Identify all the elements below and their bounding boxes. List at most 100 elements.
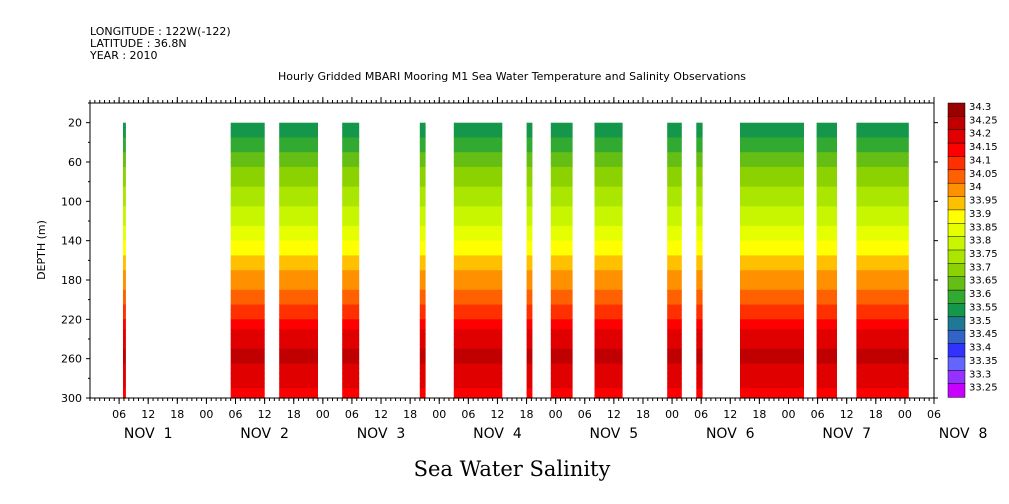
salinity-cell: [667, 235, 682, 242]
salinity-cell: [453, 260, 503, 266]
salinity-cell: [453, 324, 503, 330]
salinity-cell: [856, 191, 909, 197]
salinity-cell: [816, 358, 837, 365]
salinity-cell: [856, 343, 909, 350]
salinity-cell: [526, 245, 533, 252]
salinity-cell: [740, 181, 804, 188]
salinity-cell: [526, 255, 533, 261]
salinity-cell: [342, 343, 360, 350]
salinity-cell: [230, 181, 265, 188]
colorbar-swatch: [947, 236, 966, 251]
salinity-cell: [550, 329, 573, 335]
x-tick-label: 12: [840, 408, 854, 421]
salinity-cell: [696, 299, 703, 306]
data-segment: [279, 122, 318, 399]
colorbar-swatch: [947, 196, 966, 211]
salinity-cell: [740, 265, 804, 271]
salinity-cell: [550, 299, 573, 306]
salinity-cell: [696, 294, 703, 301]
salinity-cell: [342, 211, 360, 217]
salinity-cell: [526, 265, 533, 271]
salinity-cell: [123, 147, 126, 153]
salinity-cell: [419, 299, 426, 306]
salinity-cell: [550, 196, 573, 202]
salinity-cell: [123, 186, 126, 193]
x-tick-label: 06: [694, 408, 708, 421]
salinity-cell: [816, 378, 837, 384]
salinity-cell: [816, 309, 837, 315]
salinity-cell: [342, 388, 360, 394]
salinity-cell: [816, 275, 837, 281]
salinity-cell: [816, 260, 837, 266]
salinity-cell: [816, 152, 837, 158]
colorbar-label: 34.1: [969, 156, 991, 167]
x-tick-label: 06: [112, 408, 126, 421]
colorbar-swatch: [947, 169, 966, 184]
salinity-cell: [342, 225, 360, 232]
salinity-cell: [342, 329, 360, 335]
salinity-cell: [816, 162, 837, 168]
x-tick-label: 06: [229, 408, 243, 421]
salinity-cell: [856, 319, 909, 325]
salinity-cell: [123, 378, 126, 384]
salinity-cell: [279, 162, 318, 168]
x-tick-label: 18: [636, 408, 650, 421]
salinity-cell: [550, 270, 573, 276]
salinity-cell: [667, 122, 682, 129]
salinity-cell: [279, 289, 318, 296]
salinity-cell: [526, 176, 533, 183]
salinity-cell: [696, 225, 703, 232]
salinity-cell: [526, 329, 533, 335]
salinity-cell: [667, 270, 682, 276]
salinity-cell: [419, 353, 426, 360]
salinity-cell: [856, 294, 909, 301]
salinity-cell: [453, 235, 503, 242]
salinity-cell: [594, 383, 623, 389]
salinity-cell: [526, 216, 533, 222]
salinity-cell: [740, 255, 804, 261]
salinity-cell: [667, 171, 682, 178]
salinity-cell: [816, 240, 837, 247]
salinity-cell: [696, 275, 703, 281]
salinity-cell: [279, 255, 318, 261]
salinity-cell: [594, 294, 623, 301]
salinity-cell: [550, 358, 573, 365]
salinity-cell: [279, 196, 318, 202]
data-segment: [667, 122, 682, 399]
salinity-cell: [667, 186, 682, 193]
salinity-cell: [696, 255, 703, 261]
salinity-cell: [342, 358, 360, 365]
salinity-cell: [696, 260, 703, 266]
x-tick-label: 12: [490, 408, 504, 421]
salinity-cell: [123, 152, 126, 158]
salinity-cell: [740, 216, 804, 222]
salinity-cell: [856, 373, 909, 379]
salinity-cell: [453, 388, 503, 394]
salinity-cell: [816, 314, 837, 320]
data-segment: [230, 122, 265, 399]
salinity-cell: [550, 171, 573, 178]
salinity-cell: [550, 132, 573, 138]
salinity-cell: [230, 309, 265, 315]
x-tick-label: 00: [432, 408, 446, 421]
salinity-cell: [342, 186, 360, 193]
salinity-cell: [453, 343, 503, 350]
salinity-cell: [342, 240, 360, 247]
salinity-cell: [740, 162, 804, 168]
x-tick-label: 18: [752, 408, 766, 421]
salinity-cell: [453, 289, 503, 296]
salinity-cell: [816, 142, 837, 148]
salinity-cell: [667, 206, 682, 212]
colorbar-label: 33.45: [969, 329, 998, 340]
salinity-cell: [453, 176, 503, 183]
salinity-cell: [856, 339, 909, 345]
colorbar-swatch: [947, 303, 966, 318]
salinity-cell: [230, 265, 265, 271]
salinity-cell: [696, 235, 703, 242]
salinity-cell: [526, 280, 533, 286]
salinity-cell: [419, 309, 426, 315]
colorbar-swatch: [947, 276, 966, 291]
salinity-cell: [594, 206, 623, 212]
salinity-cell: [740, 127, 804, 134]
salinity-cell: [856, 211, 909, 217]
